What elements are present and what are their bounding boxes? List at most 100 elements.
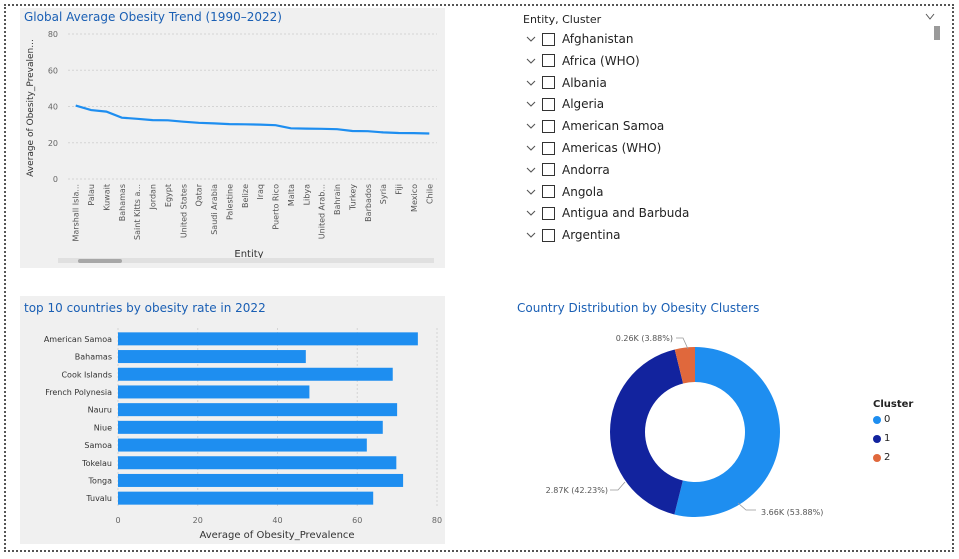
checkbox[interactable] xyxy=(542,206,555,220)
checkbox[interactable] xyxy=(542,32,555,46)
x-tick-label: Egypt xyxy=(164,184,173,207)
bar xyxy=(118,385,310,399)
slicer-item-label: Africa (WHO) xyxy=(562,53,640,68)
slicer-scrollbar[interactable] xyxy=(934,26,940,40)
donut-slice-cluster-0 xyxy=(674,347,780,517)
slicer-item-label: Argentina xyxy=(562,228,621,243)
bar xyxy=(118,491,374,505)
checkbox[interactable] xyxy=(542,97,555,111)
slicer-item-label: American Samoa xyxy=(562,119,665,134)
x-tick-label: Qatar xyxy=(195,183,204,206)
checkbox[interactable] xyxy=(542,141,555,155)
bar xyxy=(118,403,398,417)
x-tick-label: Barbados xyxy=(364,184,373,222)
x-tick-label: Jordan xyxy=(149,184,158,210)
y-tick-label: Cook Islands xyxy=(61,370,112,379)
expand-chevron-icon[interactable] xyxy=(524,163,538,177)
checkbox[interactable] xyxy=(542,228,555,242)
checkbox[interactable] xyxy=(542,163,555,177)
x-scrollbar-thumb[interactable] xyxy=(78,259,122,263)
legend-title: Cluster xyxy=(873,399,914,410)
bar-chart[interactable]: 0 20 40 60 80 American Samoa Bahamas Cook Islan… xyxy=(20,296,445,544)
y-tick-label: Tonga xyxy=(88,476,113,485)
y-tick-label: French Polynesia xyxy=(45,388,112,397)
expand-chevron-icon[interactable] xyxy=(524,141,538,155)
y-axis-title: Average of Obesity_Prevalen... xyxy=(26,39,36,177)
leader-line xyxy=(676,337,689,350)
x-tick-label: Saudi Arabia xyxy=(210,184,219,235)
x-axis-title: Entity xyxy=(234,249,263,260)
legend-item-cluster-2[interactable]: 2 xyxy=(873,452,890,463)
donut-chart[interactable]: 3.66K (53.88%) 2.87K (42.23%) 0.26K (3.88%… xyxy=(520,320,860,540)
slicer-title: Entity, Cluster xyxy=(523,13,602,26)
legend-label: 1 xyxy=(884,433,891,444)
donut-slice-cluster-1 xyxy=(610,349,684,515)
checkbox[interactable] xyxy=(542,76,555,90)
bar xyxy=(118,332,418,346)
slicer-item[interactable]: Afghanistan xyxy=(524,29,633,49)
expand-chevron-icon[interactable] xyxy=(524,76,538,90)
slicer-item[interactable]: Angola xyxy=(524,182,603,202)
leader-line xyxy=(610,481,626,491)
bar xyxy=(118,350,306,364)
slicer-item-label: Andorra xyxy=(562,162,610,177)
x-tick-label: Mexico xyxy=(410,184,419,212)
x-tick-label: 40 xyxy=(272,516,282,525)
bar xyxy=(118,420,383,434)
x-tick-label: Palestine xyxy=(225,184,234,220)
slicer-item[interactable]: Andorra xyxy=(524,160,610,180)
legend-dot-icon xyxy=(873,453,881,462)
slicer-item[interactable]: American Samoa xyxy=(524,116,664,136)
series-line xyxy=(75,104,430,135)
x-tick-label: Bahrain xyxy=(333,184,342,215)
checkbox[interactable] xyxy=(542,54,555,68)
expand-chevron-icon[interactable] xyxy=(524,97,538,111)
slicer-item-label: Angola xyxy=(562,184,604,199)
x-tick-label: Saint Kitts a... xyxy=(133,184,142,240)
legend-dot-icon xyxy=(873,434,881,443)
x-tick-label: Fiji xyxy=(395,184,404,195)
bar xyxy=(118,438,367,452)
x-tick-label: Iraq xyxy=(256,184,265,200)
y-tick-label: Samoa xyxy=(84,441,112,450)
checkbox[interactable] xyxy=(542,119,555,133)
expand-chevron-icon[interactable] xyxy=(524,54,538,68)
x-tick-label: Palau xyxy=(87,184,96,206)
slicer-item-label: Albania xyxy=(562,75,607,90)
y-tick-label: Bahamas xyxy=(75,353,112,362)
x-tick-label: Belize xyxy=(241,184,250,208)
line-chart-title: Global Average Obesity Trend (1990–2022) xyxy=(24,10,282,24)
slicer-item-label: Americas (WHO) xyxy=(562,141,662,155)
slicer-item[interactable]: Africa (WHO) xyxy=(524,51,640,71)
x-tick-label: 20 xyxy=(193,516,203,525)
slice-label: 3.66K (53.88%) xyxy=(761,508,823,517)
y-tick-label: 0 xyxy=(53,175,58,184)
legend-item-cluster-0[interactable]: 0 xyxy=(873,414,890,425)
legend-dot-icon xyxy=(873,415,881,424)
x-tick-label: Libya xyxy=(302,184,311,205)
expand-chevron-icon[interactable] xyxy=(524,32,538,46)
slicer-item[interactable]: Americas (WHO) xyxy=(524,138,661,158)
checkbox[interactable] xyxy=(542,185,555,199)
slicer-item-label: Afghanistan xyxy=(562,32,634,46)
slicer-item[interactable]: Argentina xyxy=(524,225,621,245)
bar xyxy=(118,456,397,470)
expand-chevron-icon[interactable] xyxy=(524,206,538,220)
x-tick-label: Kuwait xyxy=(102,184,111,211)
bar xyxy=(118,367,393,381)
slice-label: 2.87K (42.23%) xyxy=(546,486,608,495)
legend-item-cluster-1[interactable]: 1 xyxy=(873,433,890,444)
slice-label: 0.26K (3.88%) xyxy=(616,334,673,343)
slicer-chevron-down-icon[interactable] xyxy=(925,13,935,21)
x-tick-label: 0 xyxy=(115,516,120,525)
line-chart[interactable]: 0 20 40 60 80 Marshall Isla... Palau Kuwait Baha… xyxy=(20,8,445,268)
y-tick-label: 60 xyxy=(48,66,58,75)
expand-chevron-icon[interactable] xyxy=(524,185,538,199)
expand-chevron-icon[interactable] xyxy=(524,228,538,242)
line-chart-panel xyxy=(20,8,445,268)
slicer-item[interactable]: Antigua and Barbuda xyxy=(524,203,689,223)
x-tick-label: Turkey xyxy=(348,184,357,211)
expand-chevron-icon[interactable] xyxy=(524,119,538,133)
slicer-item[interactable]: Albania xyxy=(524,73,607,93)
slicer-item[interactable]: Algeria xyxy=(524,94,604,114)
